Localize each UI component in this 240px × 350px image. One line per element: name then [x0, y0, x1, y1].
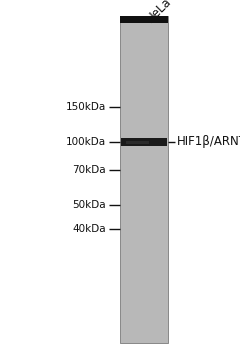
Text: 100kDa: 100kDa — [66, 137, 106, 147]
Text: 40kDa: 40kDa — [72, 224, 106, 234]
Bar — [120, 16, 168, 23]
Text: 50kDa: 50kDa — [72, 200, 106, 210]
Bar — [121, 138, 167, 146]
Bar — [120, 16, 168, 343]
Text: 150kDa: 150kDa — [65, 102, 106, 112]
Bar — [126, 141, 149, 144]
Text: 70kDa: 70kDa — [72, 165, 106, 175]
Text: HIF1β/ARNT: HIF1β/ARNT — [176, 135, 240, 148]
Text: HeLa: HeLa — [144, 0, 174, 25]
